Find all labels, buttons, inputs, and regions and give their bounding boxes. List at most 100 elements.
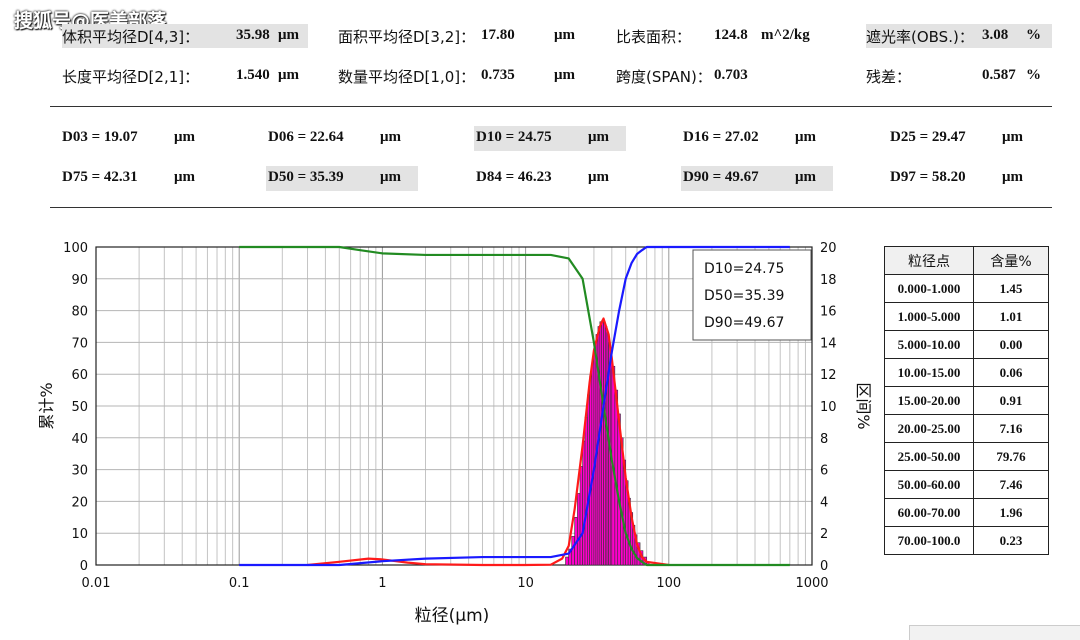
table-row: 20.00-25.00 7.16 [884, 414, 1049, 443]
y-tick-right: 0 [820, 559, 828, 574]
content-cell: 1.01 [973, 302, 1049, 331]
summary-value: 35.98 [236, 27, 270, 43]
y-tick-right: 10 [820, 400, 837, 415]
summary-label: 跨度(SPAN)： [616, 68, 712, 86]
interval-bar [571, 536, 575, 566]
content-cell: 0.91 [973, 386, 1049, 415]
percentile-unit: μm [588, 129, 609, 145]
summary-value: 3.08 [982, 27, 1009, 43]
particle-size-chart: 0102030405060708090100024681012141618200… [37, 241, 873, 626]
legend-box [692, 249, 812, 341]
percentile-value: D16 = 27.02 [683, 129, 759, 145]
percentile-unit: μm [174, 169, 195, 185]
highlight-bg [266, 166, 418, 191]
y-tick-left: 80 [71, 305, 88, 320]
percentile-value: D25 = 29.47 [890, 129, 966, 145]
content-cell: 1.45 [973, 274, 1049, 303]
interval-bar [582, 440, 586, 566]
cumulative-oversize-line [239, 245, 790, 567]
content-cell: 79.76 [973, 442, 1049, 471]
percentile-value: D84 = 46.23 [476, 169, 552, 185]
content-cell: 0.00 [973, 330, 1049, 359]
y-axis-label-left: 累计% [37, 382, 56, 429]
percentile-value: D97 = 58.20 [890, 169, 966, 185]
table-row: 50.00-60.00 7.46 [884, 470, 1049, 499]
y-tick-right: 12 [820, 368, 837, 383]
summary-label: 数量平均径D[1,0]： [338, 68, 476, 86]
percentile-unit: μm [588, 169, 609, 185]
percentile-unit: μm [174, 129, 195, 145]
y-tick-right: 2 [820, 527, 828, 542]
highlight-bg [866, 24, 1052, 48]
x-tick: 0.01 [82, 576, 111, 591]
y-tick-left: 50 [71, 400, 88, 415]
percentile-value: D75 = 42.31 [62, 169, 138, 185]
y-tick-left: 40 [71, 432, 88, 447]
summary-label: 体积平均径D[4,3]： [62, 28, 200, 46]
table-row: 10.00-15.00 0.06 [884, 358, 1049, 387]
size-range-cell: 1.000-5.000 [884, 302, 974, 331]
viewer-toolbar-edge [909, 625, 1080, 640]
content-cell: 7.46 [973, 470, 1049, 499]
size-range-cell: 5.000-10.00 [884, 330, 974, 359]
percentile-value: D10 = 24.75 [476, 129, 552, 145]
y-tick-right: 4 [820, 495, 828, 510]
table-row: 60.00-70.00 1.96 [884, 498, 1049, 527]
y-tick-left: 100 [63, 241, 88, 256]
size-range-cell: 50.00-60.00 [884, 470, 974, 499]
summary-label: 遮光率(OBS.)： [866, 28, 974, 46]
table-row: 0.000-1.000 1.45 [884, 274, 1049, 303]
summary-unit: % [1026, 67, 1041, 83]
interval-curve [307, 317, 669, 567]
interval-bar [591, 359, 595, 566]
interval-bar [584, 416, 588, 566]
size-range-cell: 25.00-50.00 [884, 442, 974, 471]
percentile-unit: μm [1002, 129, 1023, 145]
interval-bar [565, 556, 570, 566]
size-range-cell: 20.00-25.00 [884, 414, 974, 443]
interval-bar [587, 394, 590, 566]
y-tick-right: 8 [820, 432, 828, 447]
summary-unit: μm [554, 67, 575, 83]
y-tick-left: 30 [71, 464, 88, 479]
summary-unit: μm [278, 67, 299, 83]
summary-unit: μm [278, 27, 299, 43]
content-cell: 7.16 [973, 414, 1049, 443]
percentile-unit: μm [795, 169, 816, 185]
table-row: 1.000-5.000 1.01 [884, 302, 1049, 331]
table-header-content: 含量% [973, 246, 1049, 275]
content-cell: 0.23 [973, 526, 1049, 555]
summary-unit: μm [554, 27, 575, 43]
highlight-bg [62, 24, 308, 48]
percentile-unit: μm [795, 129, 816, 145]
percentile-value: D90 = 49.67 [683, 169, 759, 185]
x-tick: 0.1 [229, 576, 250, 591]
summary-label: 比表面积： [616, 28, 692, 46]
size-range-cell: 10.00-15.00 [884, 358, 974, 387]
percentile-unit: μm [380, 169, 401, 185]
percentile-value: D03 = 19.07 [62, 129, 138, 145]
highlight-bg [474, 126, 626, 151]
y-tick-right: 14 [820, 336, 837, 351]
y-tick-left: 90 [71, 273, 88, 288]
x-tick: 1000 [795, 576, 828, 591]
interval-bar [589, 375, 593, 566]
table-row: 5.000-10.00 0.00 [884, 330, 1049, 359]
summary-value: 124.8 [714, 27, 748, 43]
summary-unit: % [1026, 27, 1041, 43]
size-range-cell: 60.00-70.00 [884, 498, 974, 527]
table-header-size: 粒径点 [884, 246, 974, 275]
x-tick: 10 [517, 576, 534, 591]
divider-bottom [50, 207, 1052, 208]
y-tick-left: 0 [80, 559, 88, 574]
summary-value: 17.80 [481, 27, 515, 43]
interval-bar [577, 493, 581, 566]
percentile-unit: μm [1002, 169, 1023, 185]
legend-entry: D50=35.39 [704, 288, 784, 304]
summary-value: 0.703 [714, 67, 748, 83]
y-tick-right: 18 [820, 273, 837, 288]
divider-top [50, 106, 1052, 107]
highlight-bg [681, 166, 833, 191]
y-tick-right: 20 [820, 241, 837, 256]
interval-bar [579, 466, 583, 566]
